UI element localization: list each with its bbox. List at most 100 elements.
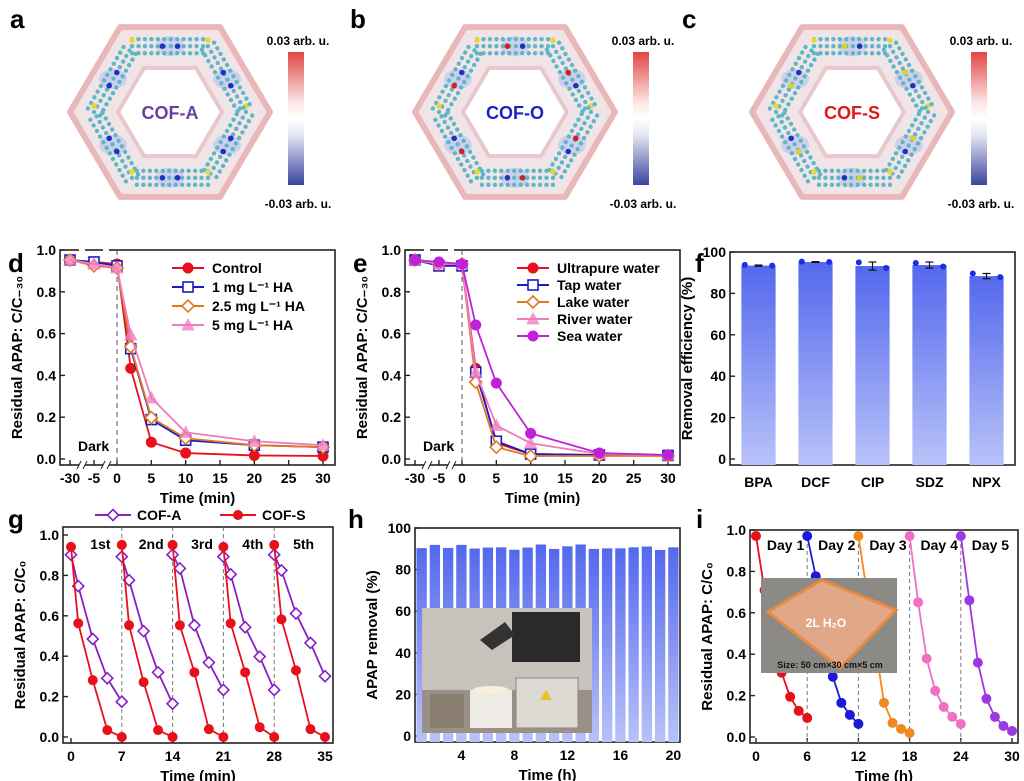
heteroatom bbox=[228, 135, 234, 142]
data-point bbox=[66, 541, 76, 552]
carbon-atom bbox=[442, 113, 448, 118]
x-tick-label: -30 bbox=[405, 470, 425, 486]
carbon-atom bbox=[893, 40, 899, 45]
heteroatom bbox=[459, 148, 465, 155]
carbon-atom bbox=[829, 182, 835, 187]
y-tick-label: 0.6 bbox=[37, 326, 57, 342]
bar bbox=[654, 549, 666, 742]
axis-break bbox=[79, 246, 85, 254]
data-point bbox=[836, 697, 847, 708]
carbon-atom bbox=[811, 160, 816, 166]
carbon-atom bbox=[450, 72, 455, 78]
data-point bbox=[904, 531, 915, 541]
carbon-atom bbox=[560, 145, 565, 150]
carbon-atom bbox=[817, 172, 823, 177]
nitrogen-atom bbox=[573, 82, 579, 89]
panel-letter-a: a bbox=[10, 4, 25, 34]
bar bbox=[416, 548, 427, 742]
y-tick-label: 1.0 bbox=[382, 242, 402, 258]
heteroatom bbox=[220, 69, 226, 76]
carbon-atom bbox=[868, 182, 873, 187]
carbon-atom bbox=[920, 99, 925, 105]
data-point bbox=[180, 447, 192, 459]
carbon-atom bbox=[205, 44, 211, 49]
data-point bbox=[267, 548, 281, 562]
carbon-atom bbox=[836, 182, 841, 187]
carbon-atom bbox=[566, 134, 571, 139]
carbon-atom bbox=[907, 92, 912, 97]
carbon-atom bbox=[456, 76, 461, 81]
data-point bbox=[267, 683, 281, 697]
sulfur-atom bbox=[436, 103, 442, 109]
carbon-atom bbox=[576, 88, 581, 94]
carbon-atom bbox=[792, 127, 797, 132]
colorbar-min-label: -0.03 arb. u. bbox=[610, 197, 677, 211]
carbon-atom bbox=[556, 151, 562, 156]
sulfur-atom bbox=[550, 37, 556, 43]
y-axis-label: APAP removal (%) bbox=[364, 570, 381, 700]
carbon-atom bbox=[563, 51, 568, 57]
axis-break-mark bbox=[82, 460, 88, 470]
data-point bbox=[269, 732, 280, 742]
replicate-point bbox=[798, 258, 805, 265]
carbon-atom bbox=[481, 37, 486, 42]
carbon-atom bbox=[505, 168, 510, 173]
carbon-atom bbox=[214, 174, 219, 180]
carbon-atom bbox=[818, 37, 823, 42]
axis-break bbox=[103, 461, 109, 469]
data-point bbox=[947, 711, 958, 722]
carbon-atom bbox=[556, 40, 562, 45]
bar bbox=[855, 266, 890, 465]
carbon-atom bbox=[162, 51, 167, 56]
carbon-atom bbox=[591, 118, 596, 124]
carbon-atom bbox=[544, 175, 549, 180]
carbon-atom bbox=[793, 76, 798, 81]
carbon-atom bbox=[129, 175, 135, 180]
carbon-atom bbox=[120, 173, 125, 178]
carbon-atom bbox=[468, 68, 474, 73]
bar bbox=[912, 265, 947, 465]
carbon-atom bbox=[823, 175, 828, 180]
y-axis-label: Residual APAP: C/C₋₃₀ bbox=[354, 276, 371, 439]
carbon-atom bbox=[569, 143, 574, 148]
legend-item: Lake water bbox=[517, 294, 630, 310]
carbon-atom bbox=[923, 105, 928, 110]
y-tick-label: 0.8 bbox=[37, 284, 57, 300]
legend-item: Sea water bbox=[517, 328, 623, 344]
carbon-atom bbox=[111, 61, 117, 66]
carbon-atom bbox=[487, 44, 493, 49]
carbon-atom bbox=[891, 64, 896, 69]
carbon-atom bbox=[550, 175, 556, 180]
carbon-atom bbox=[855, 182, 860, 187]
nitrogen-atom bbox=[159, 175, 166, 181]
carbon-atom bbox=[906, 143, 911, 148]
carbon-atom bbox=[786, 145, 791, 150]
data-point bbox=[165, 697, 180, 711]
carbon-atom bbox=[92, 95, 97, 100]
carbon-atom bbox=[155, 37, 160, 42]
axis-break-mark bbox=[451, 460, 457, 470]
data-point bbox=[269, 539, 280, 550]
data-point bbox=[930, 685, 941, 696]
carbon-atom bbox=[829, 168, 835, 173]
carbon-atom bbox=[801, 144, 807, 149]
carbon-atom bbox=[554, 64, 559, 69]
carbon-atom bbox=[792, 142, 797, 147]
carbon-atom bbox=[829, 175, 835, 180]
carbon-atom bbox=[559, 174, 564, 180]
data-point bbox=[136, 624, 151, 638]
carbon-atom bbox=[896, 160, 902, 165]
y-tick-label: 0.2 bbox=[727, 688, 747, 704]
legend-label: COF-S bbox=[262, 507, 306, 523]
data-point bbox=[115, 695, 129, 709]
carbon-atom bbox=[215, 75, 221, 80]
carbon-atom bbox=[160, 182, 165, 187]
carbon-atom bbox=[211, 165, 216, 171]
colorbar-max-label: 0.03 arb. u. bbox=[950, 34, 1013, 48]
carbon-atom bbox=[220, 163, 226, 169]
data-point bbox=[63, 252, 77, 266]
carbon-atom bbox=[783, 93, 788, 98]
carbon-atom bbox=[142, 44, 148, 49]
carbon-atom bbox=[494, 44, 499, 49]
inset-size-caption: Size: 50 cm×30 cm×5 cm bbox=[777, 660, 883, 670]
